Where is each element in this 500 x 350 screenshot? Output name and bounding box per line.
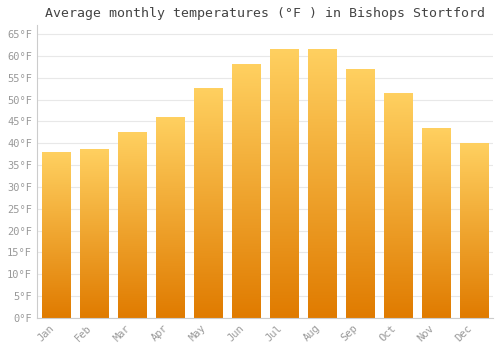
Title: Average monthly temperatures (°F ) in Bishops Stortford: Average monthly temperatures (°F ) in Bi… [45,7,485,20]
